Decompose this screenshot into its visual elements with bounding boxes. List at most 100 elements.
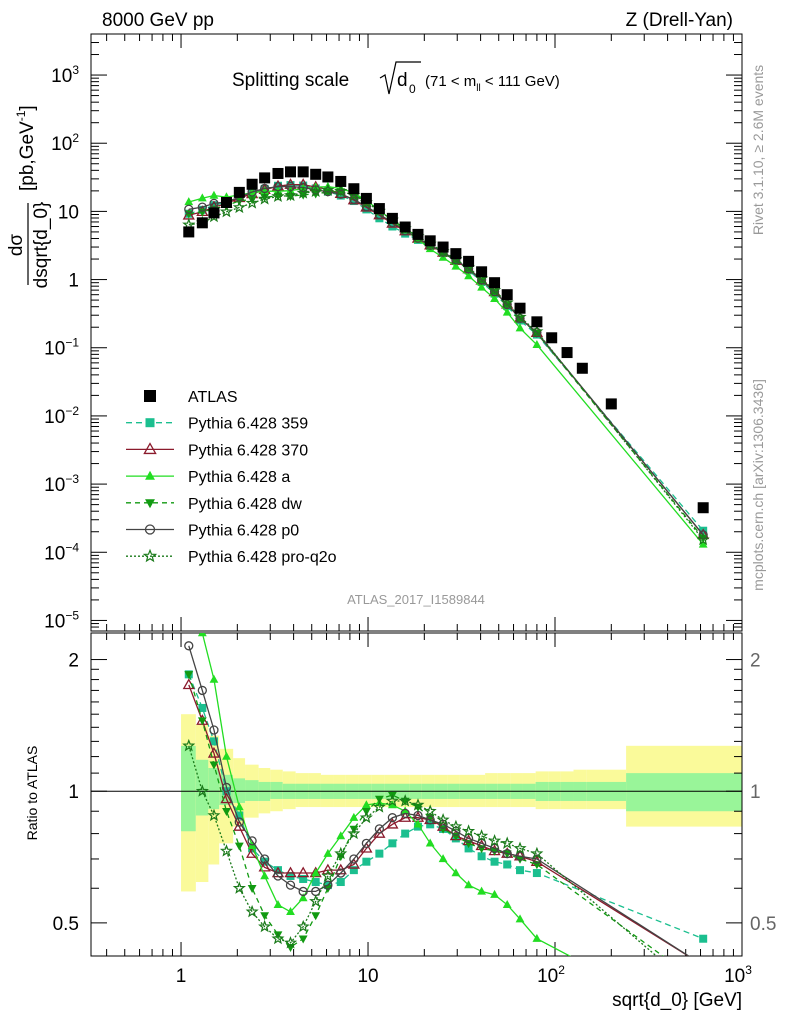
ratio-point-pq2o: [258, 919, 272, 933]
ratio-point-p359: [532, 869, 541, 878]
ratio-point-pa: [323, 848, 333, 857]
ratio-point-pa: [438, 854, 448, 863]
ratio-point-p370: [386, 817, 399, 829]
ratio-point-pp0: [197, 685, 207, 696]
ratio-point-pa: [286, 907, 295, 916]
atlas-data-point: [348, 183, 360, 195]
atlas-data-point: [246, 178, 258, 190]
y-tick-label: 1: [68, 271, 79, 292]
ratio-point-pq2o: [475, 829, 489, 842]
ratio-point-pa: [273, 899, 283, 908]
series-point-pp0: [349, 194, 359, 204]
ratio-point-pp0: [374, 824, 385, 834]
ratio-point-p359: [336, 878, 345, 887]
ratio-point-pq2o: [321, 869, 335, 882]
series-point-pq2o: [487, 283, 502, 297]
ratio-point-pp0: [489, 843, 500, 854]
ratio-point-pa: [532, 933, 542, 942]
series-point-pq2o: [334, 184, 348, 197]
mass-cut-close: < 111 GeV): [481, 73, 560, 90]
ratio-line-pq2o: [188, 745, 658, 956]
atlas-data-point: [514, 302, 526, 314]
ratio-point-p370: [258, 860, 271, 872]
atlas-data-point: [412, 228, 424, 240]
ratio-point-pa: [515, 914, 525, 923]
y-tick-label: 103: [51, 63, 79, 87]
series-point-pq2o: [696, 532, 710, 546]
atlas-data-point: [208, 207, 220, 219]
ratio-point-pq2o: [461, 824, 476, 837]
series-point-pa: [464, 271, 473, 280]
atlas-data-point: [437, 241, 449, 253]
ratio-point-pa: [298, 893, 308, 902]
title-root-sub: 0: [409, 82, 416, 96]
legend-marker-pq2o: [142, 548, 158, 563]
series-point-pq2o: [500, 295, 514, 309]
atlas-data-point: [373, 203, 385, 215]
ratio-point-pp0: [247, 836, 257, 846]
y-tick-label: 102: [51, 131, 79, 155]
ratio-point-pq2o: [207, 808, 221, 822]
ratio-point-pdw: [699, 982, 708, 990]
y-axis-title: dσ dsqrt{d_0} [pb,GeV-1]: [6, 105, 52, 288]
ratio-point-pp0: [298, 886, 308, 897]
ratio-point-pa: [451, 868, 461, 877]
ratio-point-pp0: [184, 641, 194, 651]
legend: ATLAS Pythia 6.428 359 Pythia 6.428 370 Pyt…: [126, 389, 337, 566]
series-point-pq2o: [321, 183, 335, 196]
ratio-point-pq2o: [284, 936, 298, 949]
ratio-point-pa: [361, 800, 371, 809]
ratio-point-pdw: [311, 912, 321, 921]
ratio-point-pp0: [515, 851, 525, 861]
ratio-point-pdw: [247, 885, 257, 894]
ratio-point-pq2o: [296, 919, 310, 933]
ratio-point-pq2o: [449, 819, 463, 833]
series-point-pq2o: [296, 186, 310, 199]
ratio-point-p359: [388, 839, 397, 848]
ratio-point-pq2o: [530, 846, 544, 860]
ratio-point-pp0: [361, 838, 372, 848]
ratio-point-pq2o: [347, 826, 361, 840]
main-marks: [182, 166, 710, 548]
ratio-point-p359: [699, 934, 708, 943]
series-point-pq2o: [513, 310, 527, 323]
series-point-pa: [532, 340, 542, 349]
series-point-p359: [401, 229, 410, 238]
legend-label-p370: Pythia 6.428 370: [188, 442, 308, 459]
ratio-point-pq2o: [500, 836, 514, 850]
atlas-data-point: [183, 226, 195, 238]
ratio-point-pa: [413, 819, 423, 828]
ratio-point-pq2o: [398, 794, 412, 807]
ratio-point-pa: [311, 868, 321, 877]
ratio-point-p370: [321, 863, 334, 875]
x-tick-label: 1: [176, 966, 187, 987]
series-point-pp0: [184, 204, 194, 214]
ratio-point-pdw: [184, 671, 194, 680]
series-point-pp0: [532, 327, 542, 338]
ratio-point-p370: [297, 866, 310, 878]
ratio-point-p370: [284, 866, 297, 878]
ratio-point-pq2o: [513, 841, 527, 854]
ratio-point-pa: [477, 886, 487, 895]
x-tick-label: 103: [724, 963, 752, 987]
ratio-point-p370: [698, 960, 708, 969]
ratio-tick-label-right: 0.5: [750, 914, 776, 935]
atlas-data-point: [424, 235, 436, 247]
ratio-point-pq2o: [334, 846, 348, 860]
band-inner-segment: [245, 780, 259, 801]
x-axis-title: sqrt{d_0} [GeV]: [612, 990, 742, 1011]
legend-marker-pa: [145, 470, 155, 480]
y-units-main: [pb,GeV: [17, 121, 38, 191]
ratio-point-pa: [387, 800, 397, 809]
ratio-point-pq2o: [232, 881, 246, 894]
atlas-data-point: [322, 171, 334, 183]
series-point-pp0: [515, 313, 525, 324]
series-point-pa: [698, 539, 708, 548]
series-point-pdw: [247, 196, 257, 205]
ratio-point-pq2o: [271, 931, 285, 945]
ratio-point-pp0: [476, 838, 487, 848]
ratio-tick-label-left: 1: [68, 782, 79, 803]
ratio-point-pq2o: [245, 904, 259, 918]
